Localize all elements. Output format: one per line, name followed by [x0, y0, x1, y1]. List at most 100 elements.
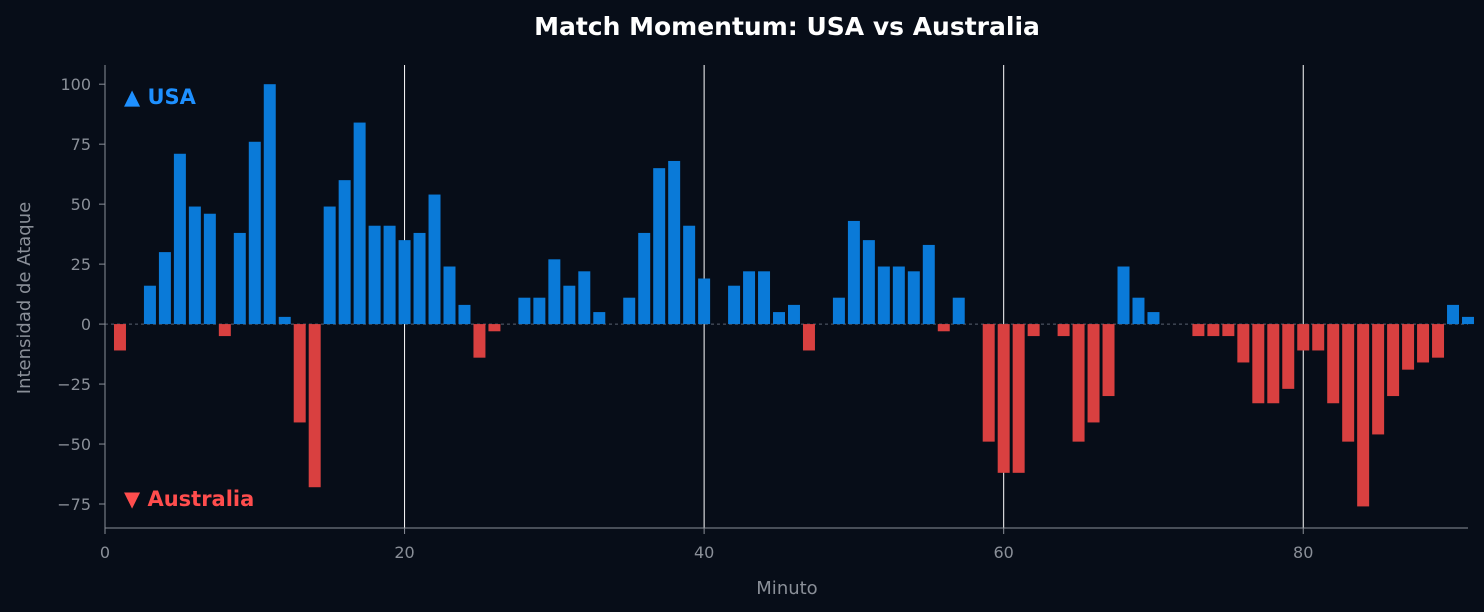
y-tick-label: −25 — [57, 375, 91, 394]
bar-minute-20 — [398, 240, 411, 325]
x-tick-label: 40 — [694, 543, 714, 562]
bar-minute-29 — [533, 297, 546, 325]
bar-minute-17 — [353, 122, 366, 325]
bar-minute-8 — [218, 324, 231, 337]
bar-minute-47 — [802, 324, 815, 351]
bar-minute-67 — [1102, 324, 1115, 397]
bar-minute-15 — [323, 206, 336, 325]
bar-minute-14 — [308, 324, 321, 488]
x-tick-label: 60 — [994, 543, 1014, 562]
bar-minute-40 — [698, 278, 711, 325]
bar-minute-87 — [1402, 324, 1415, 370]
bar-minute-16 — [338, 180, 351, 325]
bar-minute-56 — [937, 324, 950, 332]
bar-minute-7 — [203, 213, 216, 325]
bar-minute-43 — [743, 271, 756, 325]
bar-minute-75 — [1222, 324, 1235, 337]
bar-minute-3 — [143, 285, 156, 325]
bar-minute-78 — [1267, 324, 1280, 404]
bar-minute-30 — [548, 259, 561, 325]
x-tick-label: 0 — [100, 543, 110, 562]
bar-minute-6 — [188, 206, 201, 325]
bar-minute-12 — [278, 316, 291, 325]
bar-minute-61 — [1012, 324, 1025, 473]
bar-minute-26 — [488, 324, 501, 332]
x-axis-title: Minuto — [756, 578, 817, 599]
bar-minute-65 — [1072, 324, 1085, 442]
bar-minute-79 — [1282, 324, 1295, 389]
bar-minute-80 — [1297, 324, 1310, 351]
bar-minute-91 — [1462, 316, 1474, 325]
y-tick-label: 0 — [81, 315, 91, 334]
bar-minute-59 — [982, 324, 995, 442]
chart-title: Match Momentum: USA vs Australia — [534, 12, 1040, 41]
bar-minute-77 — [1252, 324, 1265, 404]
bar-minute-24 — [458, 304, 471, 325]
bar-minute-66 — [1087, 324, 1100, 423]
legend-australia: ▼ Australia — [124, 487, 254, 511]
y-ticks: −75 −50 −25 0 25 50 75 100 — [57, 75, 105, 514]
bar-minute-44 — [758, 271, 771, 325]
bar-minute-31 — [563, 285, 576, 325]
bar-minute-82 — [1327, 324, 1340, 404]
bar-minute-90 — [1447, 304, 1460, 325]
bar-minute-74 — [1207, 324, 1220, 337]
bar-minute-46 — [787, 304, 800, 325]
bar-minute-52 — [877, 266, 890, 325]
bar-minute-35 — [623, 297, 636, 325]
bar-minute-57 — [952, 297, 965, 325]
bar-minute-81 — [1312, 324, 1325, 351]
legend-usa: ▲ USA — [124, 85, 197, 109]
bar-minute-42 — [728, 285, 741, 325]
bar-minute-33 — [593, 312, 606, 325]
bar-minute-89 — [1432, 324, 1445, 358]
x-tick-label: 20 — [394, 543, 414, 562]
bar-minute-51 — [862, 240, 875, 325]
bar-minute-83 — [1342, 324, 1355, 442]
bar-minute-5 — [173, 153, 186, 325]
bar-minute-9 — [233, 232, 246, 325]
x-tick-label: 80 — [1293, 543, 1313, 562]
bar-minute-13 — [293, 324, 306, 423]
bar-minute-85 — [1372, 324, 1385, 435]
bar-minute-73 — [1192, 324, 1205, 337]
y-tick-label: 25 — [71, 255, 91, 274]
y-tick-label: −75 — [57, 495, 91, 514]
y-tick-label: 50 — [71, 195, 91, 214]
bar-minute-69 — [1132, 297, 1145, 325]
bar-minute-64 — [1057, 324, 1070, 337]
bar-minute-55 — [922, 244, 935, 325]
bar-minute-49 — [832, 297, 845, 325]
y-tick-label: 100 — [60, 75, 91, 94]
bar-minute-70 — [1147, 312, 1160, 325]
bar-minute-22 — [428, 194, 441, 325]
y-tick-label: −50 — [57, 435, 91, 454]
bar-minute-32 — [578, 271, 591, 325]
bar-minute-38 — [668, 160, 681, 325]
bar-minute-88 — [1417, 324, 1430, 363]
bar-minute-84 — [1357, 324, 1370, 507]
bar-minute-36 — [638, 232, 651, 325]
bar-minute-19 — [383, 225, 396, 325]
bar-minute-62 — [1027, 324, 1040, 337]
bar-minute-1 — [113, 324, 126, 351]
bar-minute-68 — [1117, 266, 1130, 325]
bar-minute-21 — [413, 232, 426, 325]
bar-minute-23 — [443, 266, 456, 325]
bar-minute-18 — [368, 225, 381, 325]
bar-minute-25 — [473, 324, 486, 358]
bar-minute-54 — [907, 271, 920, 325]
y-axis-title: Intensidad de Ataque — [14, 202, 35, 394]
bar-minute-28 — [518, 297, 531, 325]
bar-minute-11 — [263, 84, 276, 325]
bar-minute-4 — [158, 252, 171, 325]
bars — [113, 84, 1474, 507]
bar-minute-60 — [997, 324, 1010, 473]
bar-minute-50 — [847, 220, 860, 325]
y-tick-label: 75 — [71, 135, 91, 154]
bar-minute-39 — [683, 225, 696, 325]
bar-minute-10 — [248, 141, 261, 325]
bar-minute-53 — [892, 266, 905, 325]
bar-minute-37 — [653, 168, 666, 325]
